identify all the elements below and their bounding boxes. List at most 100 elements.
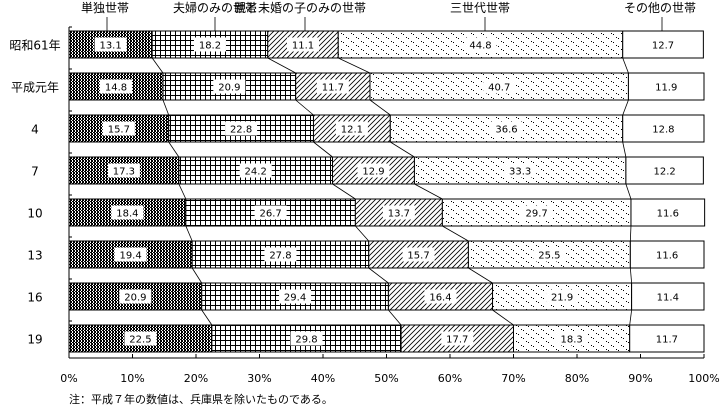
connector-line — [414, 183, 443, 200]
data-label: 20.9 — [124, 293, 146, 304]
connector-line — [629, 309, 633, 326]
data-label-bg — [111, 205, 144, 220]
data-label-bg — [533, 247, 566, 262]
connector-line — [151, 57, 164, 74]
data-label-bg — [316, 79, 349, 94]
data-label: 11.6 — [657, 209, 679, 220]
connector-line — [622, 141, 627, 158]
x-tick-label: 30% — [247, 372, 271, 385]
connector-line — [313, 141, 333, 158]
data-label: 44.8 — [469, 41, 491, 52]
connector-line — [442, 225, 469, 242]
category-label: 昭和61年 — [9, 39, 60, 53]
data-label-bg — [520, 205, 553, 220]
data-label-bg — [124, 331, 157, 346]
data-label: 12.8 — [652, 125, 674, 136]
data-label-bg — [239, 163, 272, 178]
data-label: 11.1 — [292, 41, 314, 52]
data-label: 22.8 — [230, 125, 252, 136]
data-label-bg — [504, 163, 537, 178]
category-label: 19 — [27, 333, 42, 347]
connector-line — [178, 183, 187, 200]
data-label-bg — [225, 121, 258, 136]
data-label: 20.9 — [218, 83, 240, 94]
connector-line — [629, 267, 633, 284]
data-label: 18.4 — [116, 209, 138, 220]
x-tick-label: 20% — [184, 372, 208, 385]
data-label: 11.9 — [655, 83, 677, 94]
data-label: 11.7 — [656, 335, 678, 346]
data-label-bg — [264, 247, 297, 262]
data-label-bg — [483, 79, 516, 94]
data-label: 12.7 — [652, 41, 674, 52]
data-label-bg — [490, 121, 523, 136]
bar-segment — [629, 240, 705, 269]
connector-line — [201, 309, 213, 326]
bar-segment — [627, 72, 705, 101]
x-tick-label: 70% — [501, 372, 525, 385]
data-label: 16.4 — [429, 293, 451, 304]
data-label: 29.4 — [284, 293, 306, 304]
bar-segment — [622, 30, 704, 59]
data-label: 12.9 — [362, 167, 384, 178]
category-label: 平成元年 — [11, 81, 59, 95]
connector-line — [369, 99, 391, 116]
connector-line — [185, 225, 193, 242]
connector-line — [338, 57, 371, 74]
data-label-bg — [555, 331, 588, 346]
data-label: 14.8 — [105, 83, 127, 94]
connector-line — [622, 99, 629, 116]
x-tick-label: 60% — [438, 372, 462, 385]
data-label-bg — [441, 331, 474, 346]
data-label: 26.7 — [259, 209, 281, 220]
legend-label: 夫婦のみの世帯 — [173, 0, 257, 15]
data-label-bg — [213, 79, 246, 94]
connector-line — [390, 141, 415, 158]
data-label-bg — [402, 247, 435, 262]
data-label: 13.7 — [388, 209, 410, 220]
connector-line — [629, 225, 632, 242]
data-label: 15.7 — [407, 251, 429, 262]
data-label: 22.5 — [129, 335, 151, 346]
data-label: 33.3 — [509, 167, 531, 178]
data-label-bg — [335, 121, 368, 136]
bar-segment — [629, 324, 705, 353]
x-tick-label: 10% — [120, 372, 144, 385]
connector-line — [332, 183, 356, 200]
connector-line — [622, 57, 629, 74]
data-label-bg — [119, 289, 152, 304]
data-label-bg — [94, 37, 127, 52]
bar-segment — [631, 282, 705, 311]
x-tick-label: 0% — [60, 372, 77, 385]
category-label: 16 — [27, 291, 42, 305]
connector-line — [368, 267, 389, 284]
x-tick-label: 100% — [688, 372, 719, 385]
data-label: 21.9 — [551, 293, 573, 304]
bar-segment — [630, 198, 706, 227]
x-tick-label: 40% — [311, 372, 335, 385]
legend-label: 親と未婚の子のみの世帯 — [234, 1, 366, 15]
data-label: 12.2 — [653, 167, 675, 178]
data-label: 11.7 — [322, 83, 344, 94]
data-label: 36.6 — [495, 125, 517, 136]
data-label: 11.4 — [657, 293, 679, 304]
connector-line — [295, 99, 314, 116]
bar-segment — [625, 156, 704, 185]
x-tick-label: 90% — [628, 372, 652, 385]
data-label: 25.5 — [538, 251, 560, 262]
connector-line — [355, 225, 370, 242]
data-label-bg — [99, 79, 132, 94]
x-tick-label: 50% — [374, 372, 398, 385]
bar-segment — [151, 30, 269, 59]
bar-segment — [622, 114, 705, 143]
category-label: 13 — [27, 249, 42, 263]
data-label: 17.3 — [113, 167, 135, 178]
legend-label: その他の世帯 — [624, 1, 696, 15]
connector-line — [625, 183, 632, 200]
data-label-bg — [357, 163, 390, 178]
data-label: 15.7 — [108, 125, 130, 136]
data-label-bg — [102, 121, 135, 136]
connector-line — [468, 267, 493, 284]
data-label-bg — [382, 205, 415, 220]
